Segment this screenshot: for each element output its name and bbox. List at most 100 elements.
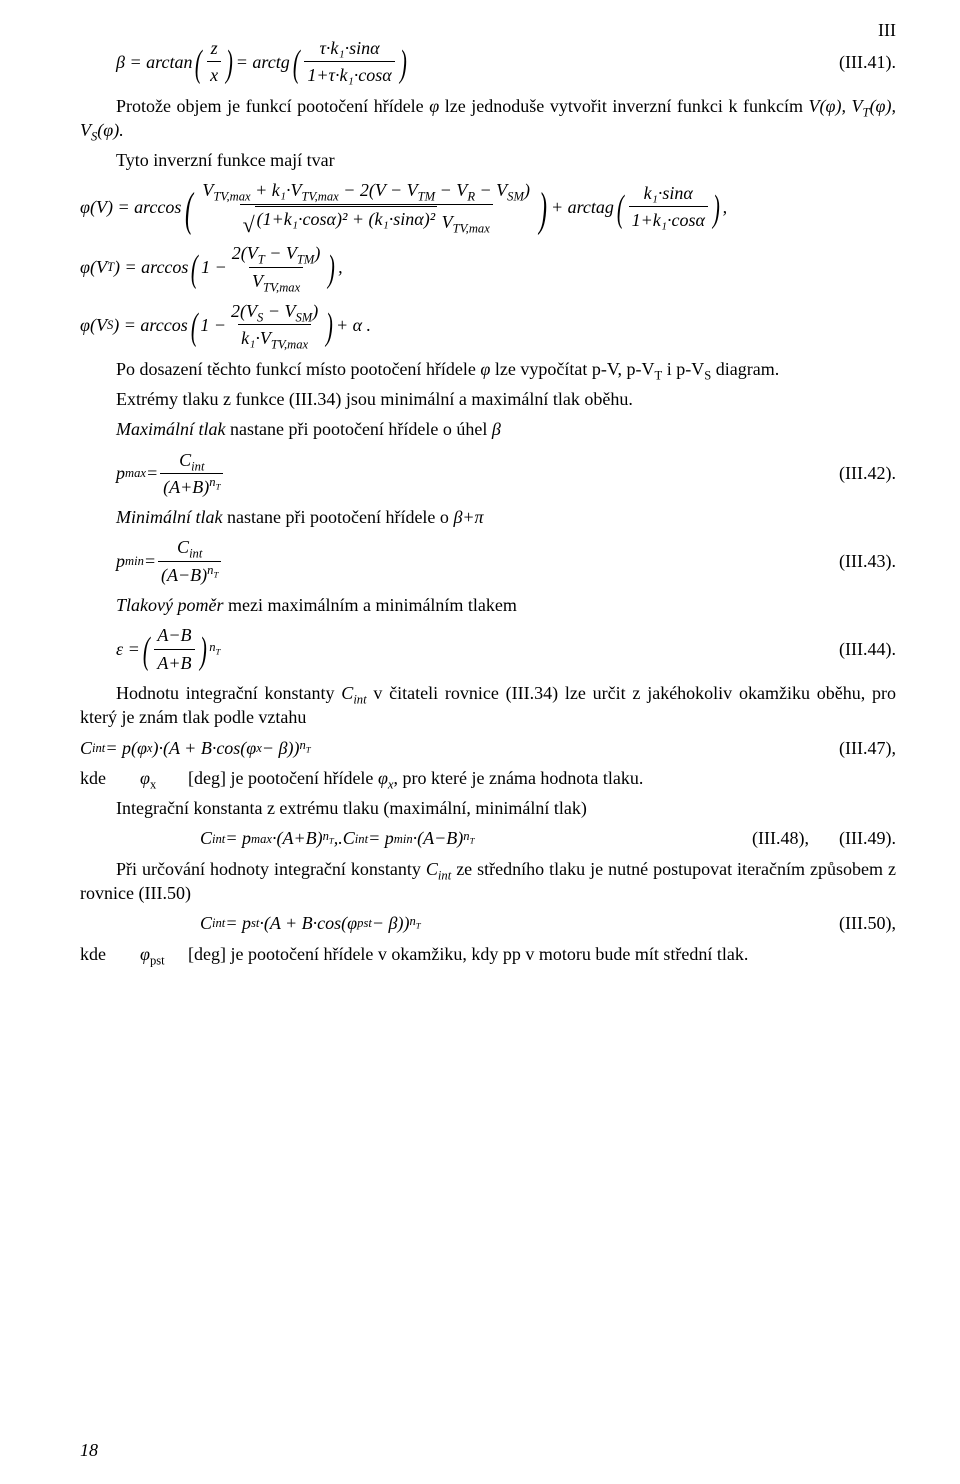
- sym: φx: [140, 766, 188, 790]
- eq-phiVS-expr: φ(VS) = arccos ( 1 − 2(VS − VSM) k₁·VTV,…: [80, 299, 371, 351]
- s: int: [438, 868, 451, 882]
- t: + k₁·V: [251, 180, 302, 200]
- t: diagram.: [711, 359, 779, 379]
- t: C: [179, 450, 191, 470]
- rparen-icon: ): [539, 191, 547, 229]
- sub: T: [863, 105, 870, 119]
- s: TV,max: [453, 221, 490, 235]
- t: i p-V: [662, 359, 704, 379]
- phi: φ: [378, 768, 388, 788]
- line-inv: Tyto inverzní funkce mají tvar: [80, 148, 896, 172]
- den: 1+k₁·cosα: [629, 206, 708, 232]
- eq: =: [146, 461, 158, 485]
- l: ε =: [116, 637, 140, 661]
- eq-44-expr: ε = ( A−B A+B )nT: [116, 623, 220, 675]
- phiV-num: VTV,max + k₁·VTV,max − 2(V − VTM − VR − …: [199, 178, 533, 203]
- n48: (III.48),: [752, 826, 809, 850]
- iter-paragraph: Při určování hodnoty integrační konstant…: [80, 857, 896, 906]
- s: TV,max: [213, 190, 250, 204]
- eq: =: [144, 549, 156, 573]
- eq-44-num: (III.44).: [823, 637, 896, 661]
- def-phix: kde φx [deg] je pootočení hřídele φx, pr…: [80, 766, 896, 790]
- lhs: φ(V) = arccos: [80, 195, 181, 219]
- intro-paragraph: Protože objem je funkcí pootočení hřídel…: [80, 94, 896, 143]
- s: T: [213, 569, 218, 579]
- t: (A−B): [161, 565, 207, 585]
- t: (A+B): [163, 477, 209, 497]
- s: pst: [150, 953, 165, 967]
- rparen-icon: ): [713, 192, 720, 226]
- beta: β: [492, 419, 501, 439]
- t: C: [341, 683, 353, 703]
- s: int: [353, 693, 366, 707]
- eq-44: ε = ( A−B A+B )nT (III.44).: [116, 623, 896, 675]
- t: − β)): [372, 911, 410, 935]
- em: Tlakový poměr: [116, 595, 223, 615]
- t: ): [314, 243, 320, 263]
- l: p: [116, 549, 125, 573]
- t: V: [437, 212, 453, 232]
- t: 2(V: [232, 243, 258, 263]
- comma: ,.: [334, 826, 343, 850]
- num: 2(VT − VTM): [229, 241, 324, 266]
- t: k₁·V: [241, 328, 271, 348]
- t: = p: [225, 826, 251, 850]
- kde-label: kde: [80, 942, 140, 966]
- lhs: φ(V: [80, 255, 107, 279]
- eq-phiVT: φ(VT) = arccos ( 1 − 2(VT − VTM) VTV,max…: [80, 241, 896, 293]
- s: SM: [295, 311, 312, 325]
- t: ·(A−B): [413, 826, 464, 850]
- t: ·(A+B): [272, 826, 323, 850]
- kde-label: kde: [80, 766, 140, 790]
- def-txt: [deg] je pootočení hřídele v okamžiku, k…: [188, 942, 896, 966]
- t: − 2(V − V: [339, 180, 418, 200]
- eq-42: pmax = Cint (A+B)nT (III.42).: [116, 448, 896, 500]
- tail: ,: [723, 195, 728, 219]
- den: (A−B)nT: [158, 561, 221, 587]
- eq-48-49-expr: Cint = pmax·(A+B)nT,. Cint = pmin·(A−B)n…: [200, 826, 474, 850]
- rparen-icon: ): [328, 252, 335, 286]
- t: 2(V: [231, 301, 257, 321]
- eq-47: Cint = p(φx)·(A + B·cos(φx − β))nT (III.…: [80, 736, 896, 760]
- s: TM: [418, 190, 436, 204]
- extremy-line: Extrémy tlaku z funkce (III.34) jsou min…: [80, 387, 896, 411]
- ratio-line: Tlakový poměr mezi maximálním a minimáln…: [80, 593, 896, 617]
- t: )·(A + B·cos(φ: [153, 736, 257, 760]
- t: C: [426, 859, 438, 879]
- t: V: [252, 271, 263, 291]
- s: TV,max: [271, 338, 308, 352]
- den: (A+B)nT: [160, 473, 223, 499]
- beta-num: τ·k₁·sinα: [316, 36, 382, 61]
- t: ): [524, 180, 530, 200]
- t: − V: [265, 243, 297, 263]
- lparen-icon: (: [293, 47, 300, 81]
- em: Minimální tlak: [116, 507, 223, 527]
- eq-41-num: (III.41).: [823, 50, 896, 74]
- txt: (φ).: [97, 120, 123, 140]
- t: = p(φ: [105, 736, 147, 760]
- s: x: [150, 777, 156, 791]
- m: ) = arccos: [114, 255, 188, 279]
- eq-phiVT-expr: φ(VT) = arccos ( 1 − 2(VT − VTM) VTV,max…: [80, 241, 343, 293]
- t: − V: [435, 180, 467, 200]
- after-inv-paragraph: Po dosazení těchto funkcí místo pootočen…: [80, 357, 896, 381]
- beta-lhs: β = arctan: [116, 50, 192, 74]
- def-txt: [deg] je pootočení hřídele φx, pro které…: [188, 766, 896, 790]
- page-container: III β = arctan ( z x ) = arctg ( τ·k₁·si…: [0, 0, 960, 1484]
- eq-42-expr: pmax = Cint (A+B)nT: [116, 448, 225, 500]
- t: C: [80, 736, 92, 760]
- t: lze vypočítat p-V, p-V: [495, 359, 655, 379]
- n49: (III.49).: [839, 826, 896, 850]
- txt: V(φ), V: [809, 96, 863, 116]
- m: ) = arccos: [113, 313, 187, 337]
- rparen-icon: ): [326, 310, 333, 344]
- page-number: 18: [80, 1438, 98, 1462]
- rparen-icon: ): [199, 634, 206, 668]
- beta-eq: = arctg: [236, 50, 290, 74]
- max-line: Maximální tlak nastane při pootočení hří…: [80, 417, 896, 441]
- d: A+B: [154, 649, 194, 675]
- cint-paragraph: Hodnotu integrační konstanty Cint v čita…: [80, 681, 896, 730]
- rad-content: (1+k₁·cosα)² + (k₁·sinα)²: [255, 206, 437, 231]
- t: [deg] je pootočení hřídele: [188, 768, 378, 788]
- rparen-icon: ): [226, 47, 233, 81]
